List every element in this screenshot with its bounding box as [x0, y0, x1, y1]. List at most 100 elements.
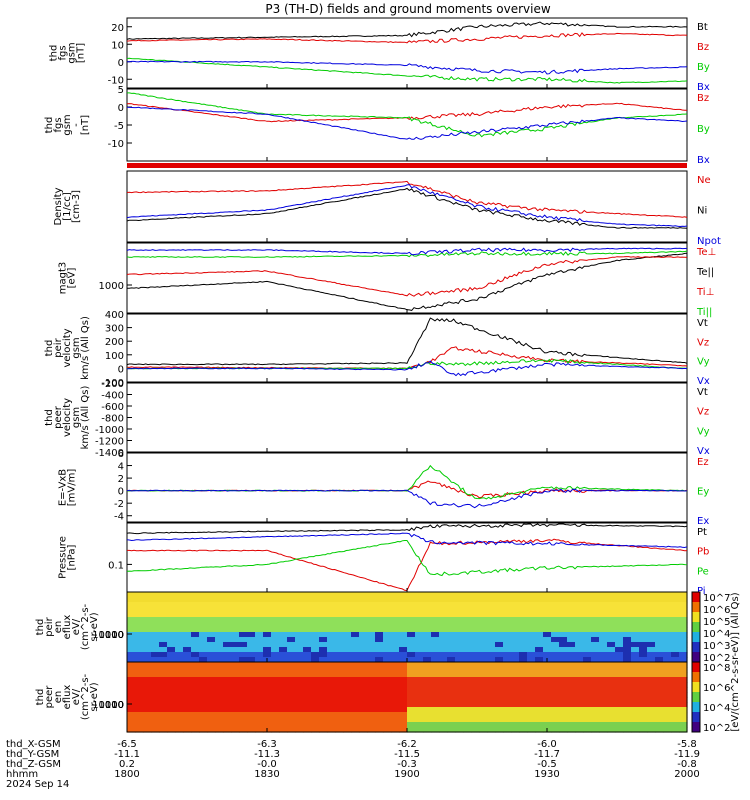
- y-axis-label: (cm^2-s-: [80, 673, 91, 720]
- heatmap-cell: [183, 657, 192, 663]
- heatmap-cell: [287, 652, 296, 658]
- heatmap-cell: [159, 647, 168, 653]
- heatmap-cell: [175, 657, 184, 663]
- heatmap-cell: [439, 607, 448, 613]
- y-tick-label: 400: [105, 310, 124, 321]
- heatmap-cell: [471, 627, 480, 633]
- heatmap-cell: [279, 602, 288, 608]
- heatmap-cell: [191, 597, 200, 603]
- heatmap-cell: [159, 642, 168, 648]
- heatmap-cell: [351, 652, 360, 658]
- heatmap-cell: [167, 702, 176, 708]
- heatmap-cell: [519, 662, 528, 668]
- heatmap-cell: [479, 702, 488, 708]
- heatmap-cell: [543, 717, 552, 723]
- heatmap-cell: [479, 652, 488, 658]
- heatmap-cell: [295, 652, 304, 658]
- heatmap-cell: [607, 727, 616, 733]
- heatmap-cell: [135, 592, 144, 598]
- heatmap-cell: [551, 662, 560, 668]
- heatmap-cell: [479, 607, 488, 613]
- heatmap-cell: [671, 677, 680, 683]
- heatmap-cell: [511, 662, 520, 668]
- heatmap-cell: [319, 652, 328, 658]
- heatmap-cell: [327, 692, 336, 698]
- heatmap-cell: [671, 667, 680, 673]
- heatmap-cell: [463, 617, 472, 623]
- heatmap-cell: [239, 697, 248, 703]
- heatmap-cell: [287, 617, 296, 623]
- heatmap-cell: [319, 677, 328, 683]
- heatmap-cell: [183, 602, 192, 608]
- heatmap-cell: [255, 727, 264, 733]
- heatmap-cell: [311, 707, 320, 713]
- heatmap-cell: [495, 632, 504, 638]
- heatmap-cell: [231, 632, 240, 638]
- heatmap-cell: [247, 697, 256, 703]
- colorbar-swatch: [692, 702, 700, 713]
- heatmap-cell: [367, 602, 376, 608]
- y-axis-label: gsm: [62, 114, 73, 135]
- heatmap-cell: [655, 692, 664, 698]
- heatmap-cell: [215, 677, 224, 683]
- heatmap-cell: [583, 637, 592, 643]
- heatmap-cell: [343, 657, 352, 663]
- heatmap-cell: [391, 702, 400, 708]
- heatmap-cell: [343, 642, 352, 648]
- heatmap-cell: [263, 697, 272, 703]
- heatmap-cell: [591, 717, 600, 723]
- heatmap-cell: [247, 652, 256, 658]
- heatmap-cell: [543, 652, 552, 658]
- heatmap-cell: [543, 662, 552, 668]
- heatmap-cell: [231, 607, 240, 613]
- heatmap-cell: [583, 687, 592, 693]
- heatmap-cell: [495, 592, 504, 598]
- heatmap-cell: [575, 687, 584, 693]
- heatmap-cell: [527, 687, 536, 693]
- y-tick-label: 100: [105, 700, 124, 711]
- heatmap-cell: [575, 647, 584, 653]
- heatmap-cell: [615, 692, 624, 698]
- heatmap-cell: [327, 722, 336, 728]
- heatmap-cell: [615, 672, 624, 678]
- heatmap-cell: [487, 697, 496, 703]
- panel-frame: [126, 313, 688, 383]
- heatmap-cell: [623, 657, 632, 663]
- heatmap-cell: [663, 592, 672, 598]
- heatmap-cell: [255, 667, 264, 673]
- heatmap-cell: [599, 662, 608, 668]
- heatmap-cell: [343, 722, 352, 728]
- heatmap-cell: [279, 622, 288, 628]
- heatmap-cell: [543, 597, 552, 603]
- y-axis-label: eflux: [62, 685, 73, 710]
- heatmap-cell: [319, 627, 328, 633]
- heatmap-cell: [391, 632, 400, 638]
- y-axis-label: thd: [44, 117, 55, 134]
- heatmap-cell: [247, 672, 256, 678]
- heatmap-cell: [375, 597, 384, 603]
- heatmap-cell: [407, 722, 416, 728]
- heatmap-cell: [135, 627, 144, 633]
- heatmap-cell: [455, 652, 464, 658]
- heatmap-cell: [527, 647, 536, 653]
- heatmap-cell: [327, 642, 336, 648]
- heatmap-cell: [191, 592, 200, 598]
- heatmap-cell: [671, 697, 680, 703]
- series-line-Pe: [126, 540, 688, 577]
- heatmap-cell: [303, 717, 312, 723]
- heatmap-cell: [151, 707, 160, 713]
- y-tick-label: 4: [118, 462, 124, 473]
- heatmap-cell: [399, 617, 408, 623]
- heatmap-cell: [679, 602, 688, 608]
- heatmap-cell: [311, 702, 320, 708]
- heatmap-cell: [399, 657, 408, 663]
- heatmap-cell: [567, 712, 576, 718]
- panels: thdfgsgsm[nT]20100-10BtBzByBxthdfgsgsm-[…: [35, 17, 741, 734]
- heatmap-cell: [647, 672, 656, 678]
- heatmap-cell: [143, 677, 152, 683]
- heatmap-cell: [423, 722, 432, 728]
- heatmap-cell: [327, 697, 336, 703]
- heatmap-cell: [375, 667, 384, 673]
- heatmap-cell: [295, 667, 304, 673]
